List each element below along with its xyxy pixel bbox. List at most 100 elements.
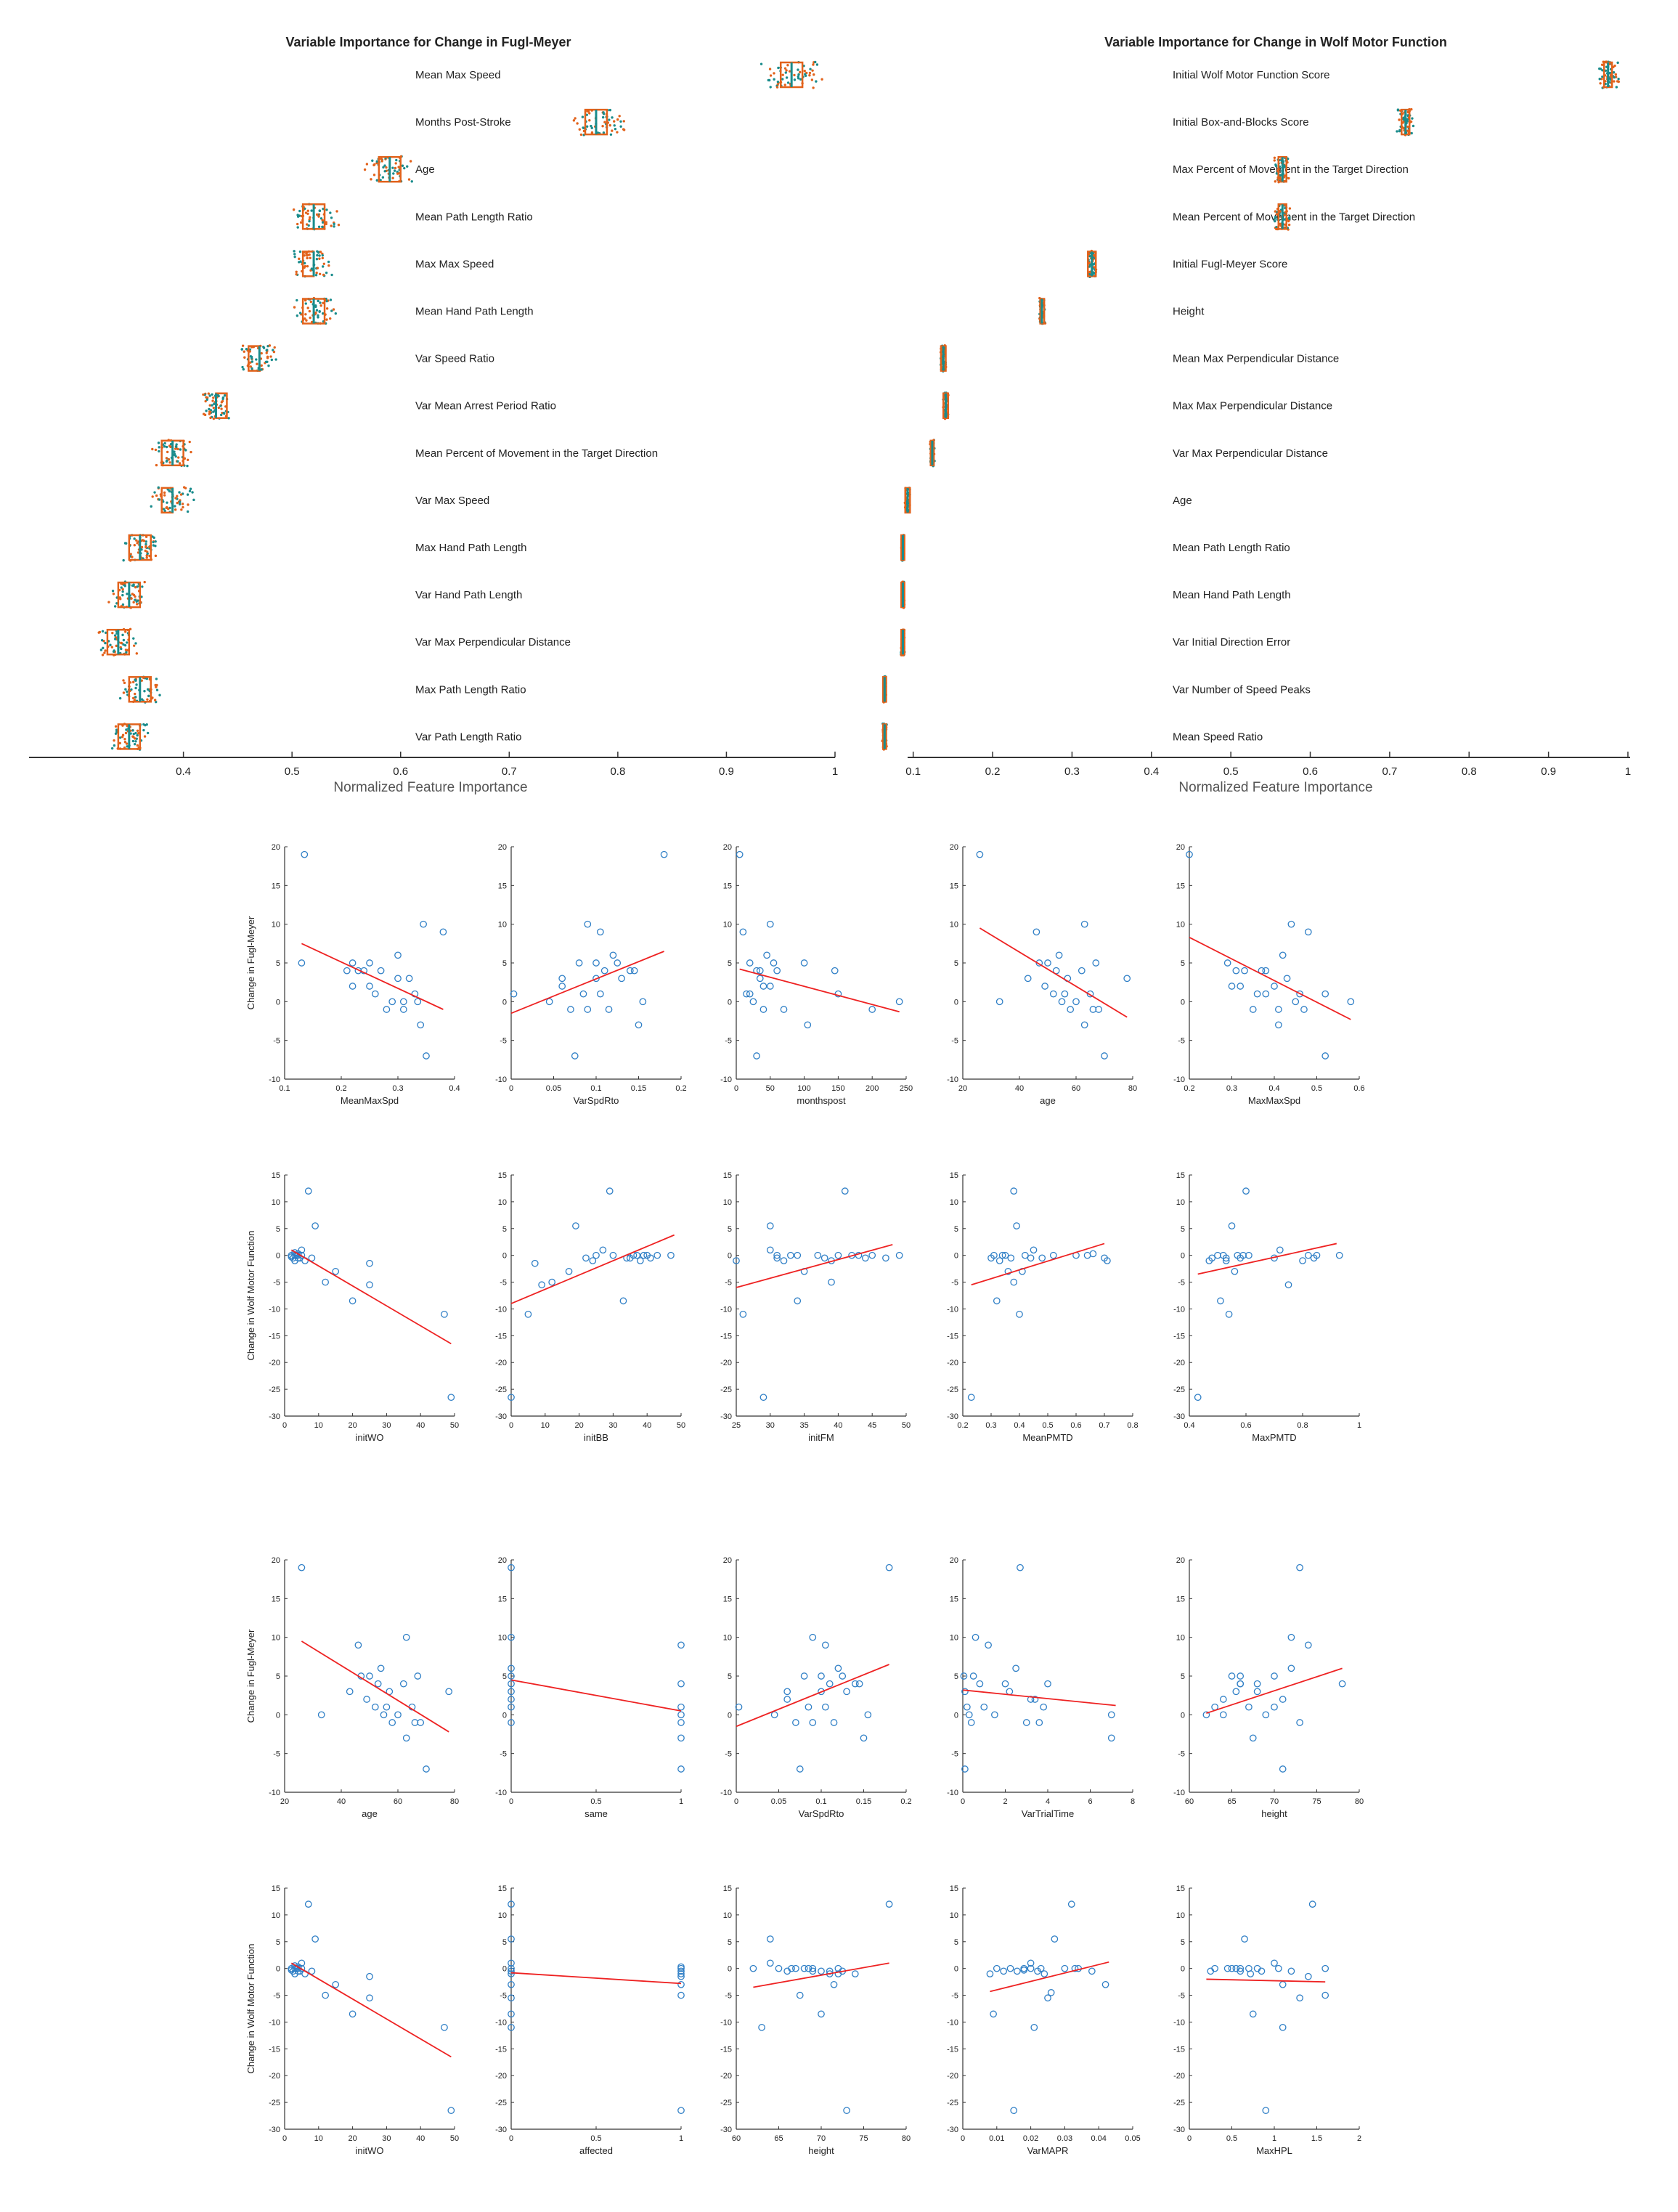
data-point: [1600, 78, 1603, 81]
data-point: [311, 1935, 319, 1943]
data-point: [766, 1935, 774, 1943]
data-point: [1617, 77, 1620, 81]
fit-line: [971, 1243, 1105, 1286]
data-point: [1072, 998, 1080, 1006]
data-point: [1249, 1006, 1257, 1013]
data-point: [321, 265, 325, 268]
data-point: [145, 556, 148, 559]
data-point: [134, 598, 137, 601]
data-point: [1411, 117, 1414, 120]
data-point: [1347, 998, 1355, 1006]
data-point: [1214, 1251, 1221, 1259]
data-point: [1020, 1967, 1028, 1974]
category-label: Var Max Perpendicular Distance: [415, 636, 571, 648]
x-tick-label: 0.05: [1125, 2134, 1140, 2143]
data-point: [809, 1633, 817, 1641]
data-point: [636, 1257, 644, 1264]
data-point: [1612, 71, 1616, 74]
data-point: [186, 464, 189, 468]
y-tick-label: 15: [1176, 1595, 1185, 1603]
fit-line: [290, 1962, 452, 2058]
data-point: [373, 163, 376, 166]
data-point: [399, 1680, 407, 1688]
data-point: [1007, 1254, 1015, 1262]
data-point: [1284, 1281, 1292, 1289]
data-point: [640, 1251, 648, 1259]
data-point: [1304, 928, 1312, 936]
x-tick-label: 0.2: [985, 765, 1001, 778]
data-point: [115, 731, 118, 733]
data-point: [1010, 2107, 1018, 2115]
x-tick-label: 30: [382, 1421, 391, 1430]
data-point: [1219, 1711, 1227, 1719]
data-point: [118, 696, 122, 700]
data-point: [1027, 1254, 1035, 1262]
y-tick-label: -5: [951, 1992, 958, 2001]
data-point: [131, 739, 135, 743]
y-tick-label: 0: [1181, 1711, 1185, 1720]
data-point: [1194, 1394, 1202, 1402]
data-point: [317, 316, 319, 319]
data-point: [145, 723, 148, 726]
y-tick-label: -15: [269, 1332, 280, 1341]
fit-line: [301, 943, 444, 1010]
category-label: Initial Wolf Motor Function Score: [1173, 69, 1329, 81]
data-point: [394, 975, 402, 983]
data-point: [1078, 967, 1086, 975]
y-tick-label: 0: [954, 998, 958, 1007]
data-point: [1228, 1964, 1236, 1972]
data-point: [330, 224, 333, 227]
data-point: [575, 959, 583, 967]
data-point: [1058, 998, 1066, 1006]
data-point: [298, 1959, 306, 1967]
category-label: Max Hand Path Length: [415, 542, 526, 554]
data-point: [119, 598, 122, 601]
data-point: [1049, 990, 1057, 998]
y-tick-label: 5: [1181, 1225, 1185, 1234]
x-tick-label: 0.3: [1064, 765, 1080, 778]
data-point: [510, 990, 518, 998]
data-point: [1088, 265, 1091, 268]
x-tick-label: 0.7: [502, 765, 517, 778]
data-point: [315, 258, 319, 261]
data-point: [826, 1680, 834, 1688]
data-point: [508, 1688, 515, 1696]
x-tick-label: 0.9: [1541, 765, 1556, 778]
data-point: [308, 309, 311, 313]
y-tick-label: -25: [947, 1386, 958, 1394]
data-point: [363, 168, 367, 171]
data-point: [133, 537, 136, 540]
data-point: [1107, 1734, 1115, 1742]
y-tick-label: -20: [269, 1359, 280, 1367]
data-point: [1211, 1964, 1218, 1972]
data-point: [1208, 1254, 1216, 1262]
x-tick-label: 150: [831, 1084, 844, 1093]
y-tick-label: -10: [947, 2018, 958, 2027]
x-tick-label: 50: [766, 1084, 775, 1093]
data-point: [677, 1765, 685, 1773]
data-point: [325, 299, 328, 303]
data-point: [1083, 1251, 1091, 1259]
y-tick-label: 0: [954, 1965, 958, 1974]
data-point: [242, 367, 245, 371]
data-point: [366, 1672, 373, 1680]
data-point: [158, 498, 161, 501]
y-tick-label: -5: [725, 1992, 732, 2001]
data-point: [677, 1703, 685, 1711]
data-point: [272, 349, 274, 351]
x-tick-label: 0.5: [1311, 1084, 1322, 1093]
y-tick-label: 5: [954, 1672, 958, 1681]
y-tick-label: -5: [951, 1037, 958, 1046]
data-point: [393, 169, 396, 172]
data-point: [155, 494, 158, 497]
data-point: [1051, 1935, 1059, 1943]
y-tick-label: 10: [1176, 1198, 1185, 1207]
y-tick-label: -5: [500, 1279, 507, 1288]
x-tick-label: 1: [1625, 765, 1631, 778]
data-point: [207, 392, 210, 395]
data-point: [114, 638, 117, 641]
data-point: [134, 585, 137, 589]
x-tick-label: 100: [797, 1084, 810, 1093]
data-point: [759, 1006, 767, 1013]
x-tick-label: 0.15: [856, 1797, 871, 1806]
